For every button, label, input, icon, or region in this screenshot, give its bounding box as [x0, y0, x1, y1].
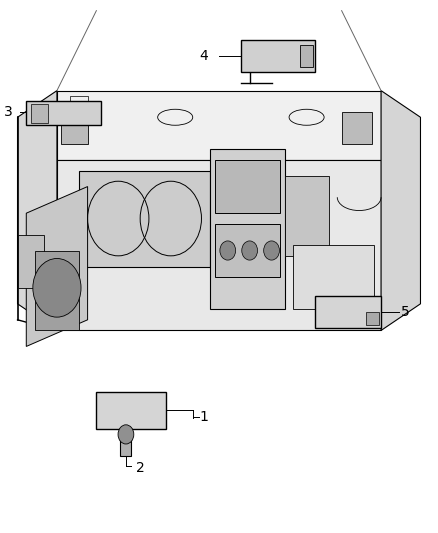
Circle shape	[220, 241, 236, 260]
Polygon shape	[381, 91, 420, 330]
Text: 2: 2	[136, 461, 145, 475]
Bar	[366, 312, 379, 325]
Text: 4: 4	[199, 49, 208, 63]
Text: 3: 3	[4, 105, 12, 119]
Bar	[215, 224, 280, 277]
Polygon shape	[26, 187, 88, 346]
Polygon shape	[79, 171, 210, 266]
Bar	[70, 96, 88, 117]
Bar	[120, 434, 131, 456]
Polygon shape	[18, 91, 57, 330]
Polygon shape	[96, 392, 166, 429]
Polygon shape	[241, 40, 315, 72]
Bar	[300, 45, 313, 67]
Bar	[35, 251, 79, 330]
Polygon shape	[57, 91, 381, 160]
Circle shape	[242, 241, 258, 260]
Text: 1: 1	[199, 410, 208, 424]
Bar	[18, 235, 44, 288]
Circle shape	[33, 259, 81, 317]
Polygon shape	[315, 296, 381, 328]
Bar	[215, 160, 280, 213]
Circle shape	[118, 425, 134, 444]
Bar	[285, 176, 328, 256]
Polygon shape	[57, 160, 381, 330]
Bar	[293, 245, 374, 309]
Bar	[61, 112, 88, 144]
Bar	[31, 104, 48, 123]
Text: 5: 5	[401, 305, 410, 319]
Polygon shape	[26, 101, 101, 125]
Bar	[342, 112, 372, 144]
Circle shape	[264, 241, 279, 260]
Polygon shape	[210, 149, 285, 309]
